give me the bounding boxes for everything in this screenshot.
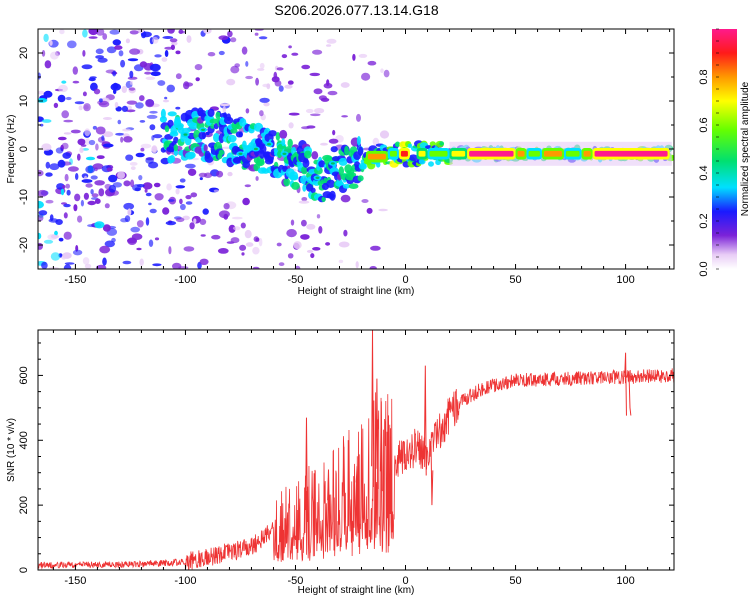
top-xtick-50: 50 xyxy=(509,274,521,286)
colorbar: 0.0 0.2 0.4 0.6 0.8 Normalized spectral ampli… xyxy=(698,28,750,277)
ridge-core-10 xyxy=(565,150,580,157)
ridge-core-6 xyxy=(469,150,514,157)
ridge-core-2 xyxy=(400,150,408,157)
colorbar-gradient xyxy=(712,29,737,269)
top-xlabel: Height of straight line (km) xyxy=(298,286,415,297)
ridge-core-7 xyxy=(517,150,525,157)
colorbar-tick-4: 0.8 xyxy=(698,69,710,84)
snr-spike-4 xyxy=(371,330,374,487)
bottom-ylabel: SNR (10 * v/v) xyxy=(6,418,17,482)
top-ylabel: Frequency (Hz) xyxy=(6,115,17,184)
snr-plot: -150 -100 -50 0 50 100 0 200 400 600 SNR (10 * v/v… xyxy=(6,329,675,596)
top-xtick-0: 0 xyxy=(402,274,408,286)
top-ytick--10: -10 xyxy=(18,189,30,205)
ridge-core-3 xyxy=(418,150,426,157)
snr-spike-6 xyxy=(379,401,383,492)
ridge-core-11 xyxy=(583,150,591,157)
bottom-xtick-50: 50 xyxy=(509,575,521,587)
spectral-blobs xyxy=(38,29,674,269)
ridge-core-8 xyxy=(528,150,540,157)
bottom-xtick--150: -150 xyxy=(64,575,86,587)
snr-spike-3 xyxy=(355,466,359,500)
snr-spike-9 xyxy=(624,352,627,416)
snr-line xyxy=(38,368,674,570)
colorbar-tick-3: 0.6 xyxy=(698,117,710,132)
snr-spike-2 xyxy=(342,446,346,508)
top-ytick-10: 10 xyxy=(18,95,30,107)
snr-spike-1 xyxy=(327,469,330,515)
snr-spike-7 xyxy=(423,365,427,476)
top-ytick-0: 0 xyxy=(18,146,30,152)
colorbar-tick-0: 0.0 xyxy=(698,261,710,276)
snr-spike-5 xyxy=(375,378,379,490)
colorbar-tick-1: 0.2 xyxy=(698,213,710,228)
bottom-xtick-0: 0 xyxy=(402,575,408,587)
bottom-ytick-400: 400 xyxy=(18,431,30,449)
ridge-core-12 xyxy=(594,150,668,157)
colorbar-tick-2: 0.4 xyxy=(698,165,710,180)
bottom-ytick-600: 600 xyxy=(18,366,30,384)
ridge-core-9 xyxy=(543,150,562,157)
ridge-core-1 xyxy=(389,150,397,157)
top-xtick-100: 100 xyxy=(616,274,634,286)
top-xtick--100: -100 xyxy=(174,274,196,286)
ridge-core-0 xyxy=(367,153,386,160)
snr-spike-10 xyxy=(628,376,632,416)
bottom-xtick--100: -100 xyxy=(174,575,196,587)
ridge-core-5 xyxy=(451,150,466,157)
bottom-xlabel: Height of straight line (km) xyxy=(298,585,415,596)
colorbar-label: Normalized spectral amplitude xyxy=(740,81,750,216)
bottom-xtick-100: 100 xyxy=(616,575,634,587)
bottom-ytick-200: 200 xyxy=(18,496,30,514)
top-ytick-20: 20 xyxy=(18,47,30,59)
snr-spike-8 xyxy=(430,445,434,506)
bottom-ytick-0: 0 xyxy=(18,567,30,573)
ridge-core-4 xyxy=(429,150,448,157)
page-title: S206.2026.077.13.14.G18 xyxy=(274,2,439,18)
top-xtick--150: -150 xyxy=(64,274,86,286)
top-xtick--50: -50 xyxy=(288,274,304,286)
bottom-xtick--50: -50 xyxy=(288,575,304,587)
bottom-frame xyxy=(37,329,675,571)
snr-spike-0 xyxy=(305,417,308,523)
top-ytick--20: -20 xyxy=(18,237,30,253)
